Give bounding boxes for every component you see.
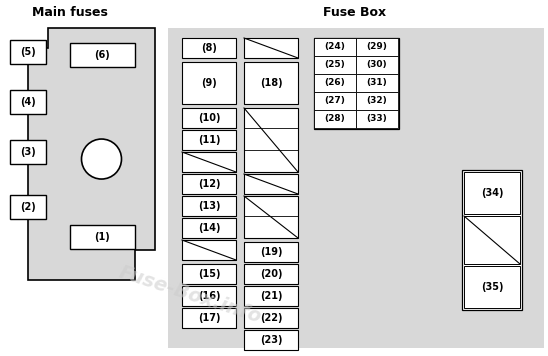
Text: (34): (34) [481, 188, 503, 198]
Polygon shape [244, 38, 298, 58]
Polygon shape [28, 28, 155, 280]
Polygon shape [464, 216, 520, 264]
Text: (11): (11) [198, 135, 220, 145]
Text: (21): (21) [260, 291, 282, 301]
Polygon shape [356, 38, 398, 56]
Polygon shape [314, 38, 356, 56]
Text: (17): (17) [198, 313, 220, 323]
Text: (18): (18) [260, 78, 282, 88]
Text: Fuse Box: Fuse Box [323, 5, 386, 19]
Polygon shape [462, 170, 522, 310]
Polygon shape [464, 172, 520, 214]
Text: (22): (22) [260, 313, 282, 323]
Polygon shape [244, 286, 298, 306]
Polygon shape [182, 108, 236, 128]
Polygon shape [314, 110, 356, 128]
Text: (23): (23) [260, 335, 282, 345]
Text: (29): (29) [367, 42, 387, 52]
Polygon shape [182, 240, 236, 260]
Polygon shape [182, 38, 236, 58]
Text: (8): (8) [201, 43, 217, 53]
Polygon shape [182, 264, 236, 284]
Polygon shape [70, 43, 135, 67]
Text: (15): (15) [198, 269, 220, 279]
Polygon shape [182, 286, 236, 306]
Polygon shape [244, 242, 298, 262]
Text: (25): (25) [324, 61, 345, 69]
Text: (35): (35) [481, 282, 503, 292]
Polygon shape [314, 92, 356, 110]
Polygon shape [244, 108, 298, 172]
Polygon shape [464, 266, 520, 308]
Text: (33): (33) [367, 115, 387, 124]
Polygon shape [356, 56, 398, 74]
Polygon shape [314, 38, 399, 129]
Polygon shape [356, 92, 398, 110]
Polygon shape [10, 195, 46, 219]
Polygon shape [168, 28, 544, 348]
Polygon shape [182, 152, 236, 172]
Polygon shape [10, 40, 46, 64]
Polygon shape [182, 308, 236, 328]
Text: (19): (19) [260, 247, 282, 257]
Polygon shape [182, 218, 236, 238]
Polygon shape [10, 90, 46, 114]
Text: Fuse-Box.info: Fuse-Box.info [116, 263, 264, 327]
Polygon shape [70, 225, 135, 249]
Text: (5): (5) [20, 47, 36, 57]
Polygon shape [314, 74, 356, 92]
Text: (4): (4) [20, 97, 36, 107]
Text: (6): (6) [94, 50, 110, 60]
Text: (20): (20) [260, 269, 282, 279]
Polygon shape [244, 174, 298, 194]
Polygon shape [182, 196, 236, 216]
Text: (28): (28) [324, 115, 345, 124]
Polygon shape [244, 264, 298, 284]
Polygon shape [244, 62, 298, 104]
Text: (30): (30) [367, 61, 387, 69]
Text: (16): (16) [198, 291, 220, 301]
Text: (3): (3) [20, 147, 36, 157]
Text: (24): (24) [324, 42, 345, 52]
Text: (10): (10) [198, 113, 220, 123]
Text: (12): (12) [198, 179, 220, 189]
Polygon shape [182, 62, 236, 104]
Text: (32): (32) [367, 96, 387, 105]
Text: (13): (13) [198, 201, 220, 211]
Polygon shape [182, 130, 236, 150]
Text: (14): (14) [198, 223, 220, 233]
Polygon shape [182, 174, 236, 194]
Polygon shape [314, 56, 356, 74]
Text: (9): (9) [201, 78, 217, 88]
Polygon shape [244, 330, 298, 350]
Polygon shape [356, 74, 398, 92]
Polygon shape [10, 140, 46, 164]
Text: (2): (2) [20, 202, 36, 212]
Text: (31): (31) [367, 79, 387, 88]
Text: (26): (26) [324, 79, 345, 88]
Text: (27): (27) [324, 96, 345, 105]
Text: Main fuses: Main fuses [32, 5, 108, 19]
Polygon shape [244, 196, 298, 238]
Circle shape [82, 139, 122, 179]
Text: (1): (1) [94, 232, 110, 242]
Polygon shape [244, 308, 298, 328]
Polygon shape [356, 110, 398, 128]
